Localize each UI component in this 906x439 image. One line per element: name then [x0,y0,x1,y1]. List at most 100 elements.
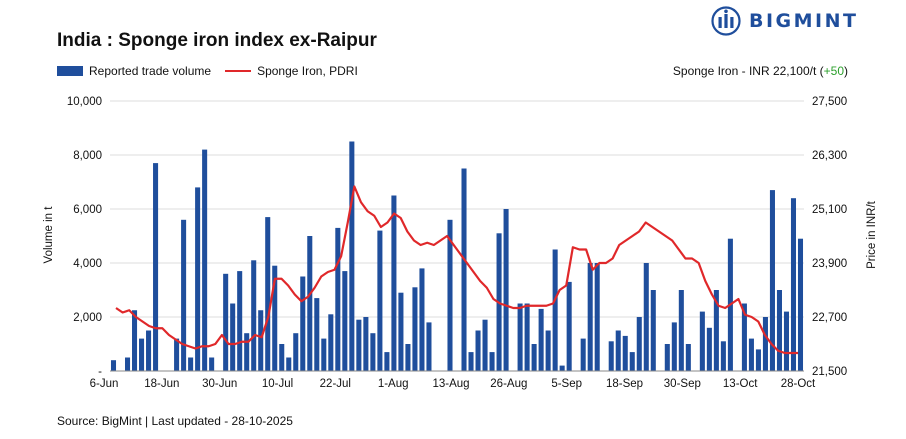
volume-bar [391,195,397,371]
volume-bar [538,308,544,371]
volume-bar [482,319,488,371]
volume-bar [629,352,635,371]
x-axis: 6-Jun 18-Jun 30-Jun 10-Jul 22-Jul 1-Aug 13-Aug… [90,378,816,390]
volume-bar [489,352,495,371]
y-left-tick-label: 6,000 [73,204,102,216]
y-axis-left: - 2,000 4,000 6,000 8,000 10,000 [67,96,102,378]
volume-bar [370,333,376,371]
x-tick-label: 13-Aug [432,378,469,390]
legend-swatch-bar [57,66,83,76]
volume-bar [251,260,257,371]
volume-bar [237,271,243,371]
volume-bar [321,338,327,371]
volume-bar [475,330,481,371]
legend-swatch-line [225,70,252,72]
volume-bar [293,333,299,371]
y-axis-right-label: Price in INR/t [866,200,878,269]
volume-bar [552,249,558,371]
volume-bar [279,344,285,371]
x-tick-label: 30-Jun [202,378,237,390]
volume-bar [412,287,418,371]
x-tick-label: 26-Aug [490,378,527,390]
price-change: +50 [823,64,844,78]
brand-name: BIGMINT [749,10,859,32]
volume-bar [447,219,453,371]
y-right-tick-label: 27,500 [812,96,847,108]
volume-bar [776,290,782,371]
volume-bar [699,311,705,371]
volume-bar [244,333,250,371]
volume-bar [580,338,586,371]
volume-bar [110,360,117,371]
volume-bar [559,365,565,371]
volume-bar [426,322,432,371]
volume-bar [363,317,369,371]
volume-bar [209,357,215,371]
volume-bar [650,290,656,371]
volume-bar [195,187,201,371]
volume-bar [349,141,355,371]
x-tick-label: 18-Jun [144,378,179,390]
volume-bar [461,168,467,371]
volume-bar [384,352,390,371]
chart-legend: Reported trade volume Sponge Iron, PDRI [57,64,372,78]
x-tick-label: 10-Jul [262,378,293,390]
volume-bar [545,330,551,371]
y-right-tick-label: 25,100 [812,204,847,216]
source-note: Source: BigMint | Last updated - 28-10-2… [57,414,293,428]
legend-label-volume: Reported trade volume [89,64,212,78]
volume-bar [531,344,537,371]
volume-bar [741,303,747,371]
volume-bar [797,238,804,371]
x-tick-label: 5-Sep [551,378,582,390]
volume-bar [405,344,411,371]
price-line [115,185,798,355]
volume-bar [643,263,649,371]
volume-bar [713,290,719,371]
volume-bar [342,271,348,371]
chart-title: India : Sponge iron index ex-Raipur [57,30,377,51]
x-tick-label: 28-Oct [781,378,816,390]
y-axis-right: 21,500 22,700 23,900 25,100 26,300 27,500 [812,96,847,378]
volume-bar [202,149,208,371]
volume-bar [468,352,474,371]
volume-bar [139,338,145,371]
volume-bar [307,236,313,371]
volume-bar [755,349,761,371]
volume-bar [566,281,572,371]
volume-bar [419,268,425,371]
y-right-tick-label: 26,300 [812,150,847,162]
volume-bar [636,317,642,371]
volume-bar [153,163,159,371]
volume-bar [622,335,628,371]
price-note-close: ) [844,64,848,78]
volume-bar [230,303,236,371]
bigmint-logo-icon [711,6,741,36]
volume-bar [265,217,271,371]
volume-bar [615,330,621,371]
volume-bar [272,265,278,371]
volume-bar [748,338,754,371]
y-left-tick-label: 4,000 [73,258,102,270]
y-left-tick-label: 10,000 [67,96,102,108]
volume-bar [125,357,131,371]
volume-bar [685,344,691,371]
volume-bar [181,219,187,371]
volume-bar [300,276,306,371]
volume-bar [398,292,404,371]
price-note: Sponge Iron - INR 22,100/t (+50) [673,64,848,78]
volume-bar [706,327,712,371]
volume-bar [678,290,684,371]
y-left-tick-label: 8,000 [73,150,102,162]
brand-logo: BIGMINT [711,6,859,36]
volume-bars [110,141,804,371]
volume-bar [188,357,194,371]
volume-bar [223,273,229,371]
legend-item-price: Sponge Iron, PDRI [225,64,358,78]
volume-bar [174,338,180,371]
volume-bar [356,319,362,371]
volume-bar [664,344,670,371]
volume-bar [762,317,768,371]
volume-bar [790,198,797,371]
